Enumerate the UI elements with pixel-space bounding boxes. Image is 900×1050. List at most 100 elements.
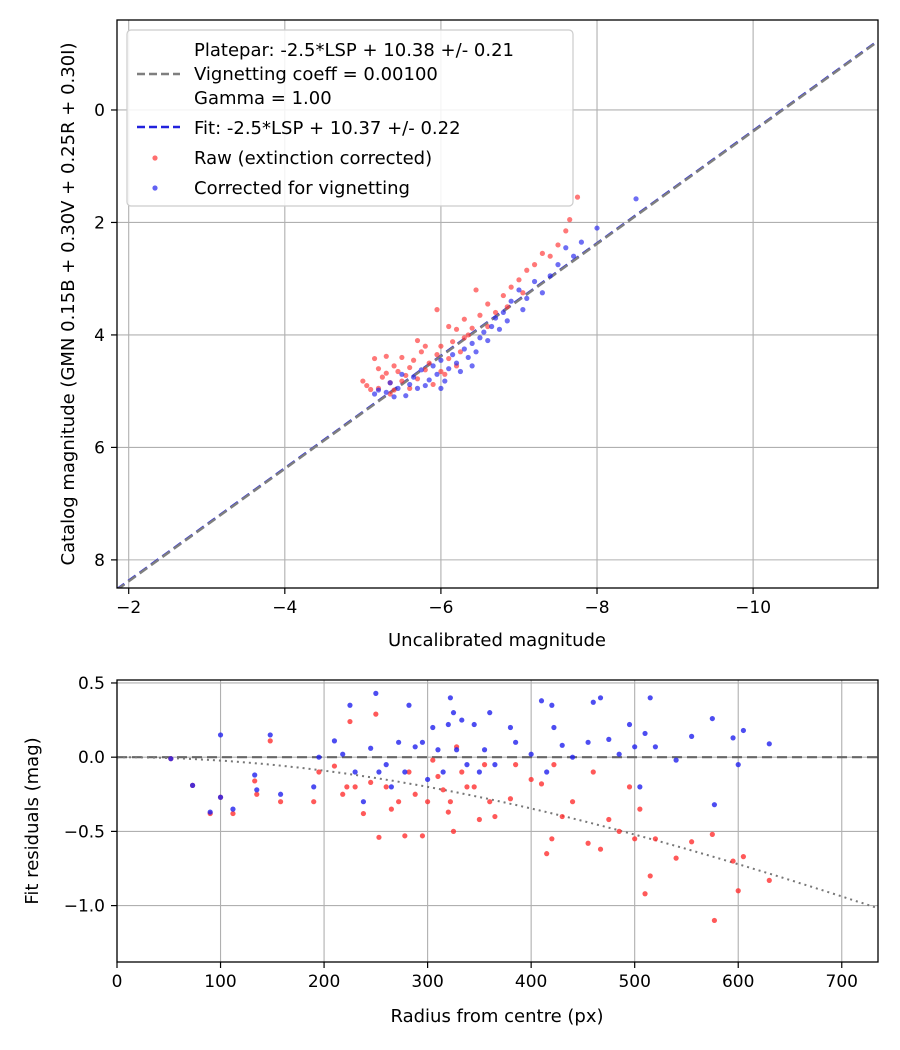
bottom-raw-point [507, 796, 514, 802]
top-corrected-point [371, 391, 378, 397]
bottom-raw-point [616, 828, 622, 834]
top-raw-point [461, 316, 467, 322]
legend-corrected: Corrected for vignetting [194, 178, 410, 199]
top-corrected-point [383, 389, 389, 395]
bottom-raw-point [590, 769, 596, 775]
bottom-corrected-point [217, 794, 224, 800]
top-y-tick-label: 0 [94, 101, 105, 121]
top-fit-lines [117, 39, 878, 588]
bottom-corrected-point [311, 784, 317, 790]
bottom-ticks: 0 100 200 300 400 500 600 700 0.5 0.0 −0.5 −1.0 [64, 674, 858, 992]
bottom-raw-point [647, 873, 653, 879]
bottom-raw-point [316, 769, 322, 775]
top-raw-point [469, 325, 475, 331]
bottom-raw-point [626, 784, 633, 790]
bottom-raw-point [376, 834, 382, 840]
top-corrected-point [555, 262, 561, 268]
top-corrected-point [391, 394, 397, 400]
bottom-corrected-point [419, 739, 426, 745]
bottom-corrected-point [396, 739, 402, 745]
legend-vignetting: Vignetting coeff = 0.00100 [194, 64, 438, 85]
top-raw-point [500, 292, 506, 299]
bottom-corrected-point [735, 762, 741, 768]
bottom-raw-point [487, 799, 493, 805]
bottom-vignetting-curve [117, 756, 878, 910]
bottom-raw-point [450, 828, 457, 834]
top-corrected-point [489, 323, 495, 330]
top-raw-point [574, 194, 581, 200]
bottom-raw-point [585, 840, 591, 846]
bottom-corrected-point [267, 732, 273, 738]
bottom-y-axis-label: Fit residuals (mag) [22, 737, 43, 904]
top-raw-point [414, 337, 421, 344]
bottom-x-tick-label: 300 [411, 972, 443, 992]
legend: Platepar: -2.5*LSP + 10.38 +/- 0.21 Vign… [126, 29, 574, 207]
top-points [360, 194, 639, 400]
top-corrected-point [547, 273, 553, 279]
bottom-raw-point [538, 781, 545, 787]
top-corrected-point [500, 309, 506, 316]
bottom-raw-point [673, 855, 679, 861]
top-raw-point [531, 262, 538, 268]
bottom-corrected-point [471, 721, 477, 728]
bottom-x-tick-label: 600 [722, 972, 754, 992]
bottom-corrected-point [368, 745, 374, 751]
top-x-tick-label: −8 [584, 598, 609, 618]
top-corrected-point [375, 387, 382, 393]
bottom-corrected-point [331, 738, 338, 744]
top-raw-point [473, 287, 479, 293]
top-raw-point [477, 312, 483, 318]
top-raw-point [547, 253, 553, 259]
bottom-corrected-point [445, 721, 451, 728]
top-corrected-point [426, 377, 432, 383]
bottom-corrected-point [459, 717, 465, 723]
bottom-raw-point [360, 810, 367, 817]
bottom-raw-point [331, 763, 338, 769]
bottom-y-tick-label: 0.5 [78, 674, 105, 694]
bottom-corrected-point [481, 747, 488, 753]
top-raw-point [422, 367, 428, 373]
bottom-x-tick-label: 0 [112, 972, 123, 992]
top-plot-frame [116, 19, 879, 589]
top-raw-point [438, 368, 444, 375]
top-raw-point [360, 378, 366, 384]
legend-raw: Raw (extinction corrected) [194, 148, 432, 169]
top-corrected-point [508, 298, 514, 304]
bottom-corrected-point [597, 695, 604, 701]
bottom-corrected-point [740, 727, 747, 734]
bottom-raw-point [637, 806, 643, 812]
bottom-raw-point [445, 809, 451, 815]
top-corrected-point [450, 352, 456, 358]
bottom-raw-point [430, 757, 436, 763]
bottom-x-tick-label: 500 [618, 972, 650, 992]
top-raw-point [387, 391, 393, 397]
top-raw-point [539, 250, 545, 256]
bottom-raw-point [471, 784, 477, 790]
bottom-corrected-point [637, 784, 643, 790]
bottom-corrected-point [551, 724, 557, 731]
bottom-raw-point [551, 762, 557, 768]
bottom-corrected-point [316, 754, 322, 760]
top-raw-point [375, 366, 382, 372]
top-corrected-point [594, 225, 600, 231]
top-corrected-point [453, 360, 460, 366]
top-raw-point [446, 323, 452, 330]
bottom-x-tick-label: 400 [515, 972, 547, 992]
top-corrected-point [457, 368, 464, 375]
bottom-raw-point [440, 787, 446, 793]
top-raw-point [457, 349, 464, 355]
bottom-raw-point [709, 831, 715, 837]
top-corrected-point [496, 326, 503, 332]
bottom-corrected-point [230, 806, 236, 812]
top-corrected-point [461, 346, 467, 352]
top-raw-point [368, 386, 374, 393]
bottom-raw-point [597, 846, 604, 852]
top-corrected-point [524, 295, 530, 301]
top-corrected-point [516, 287, 522, 293]
top-raw-point [434, 352, 440, 358]
top-corrected-point [418, 367, 424, 373]
top-raw-point [430, 381, 436, 388]
bottom-raw-point [559, 813, 565, 820]
